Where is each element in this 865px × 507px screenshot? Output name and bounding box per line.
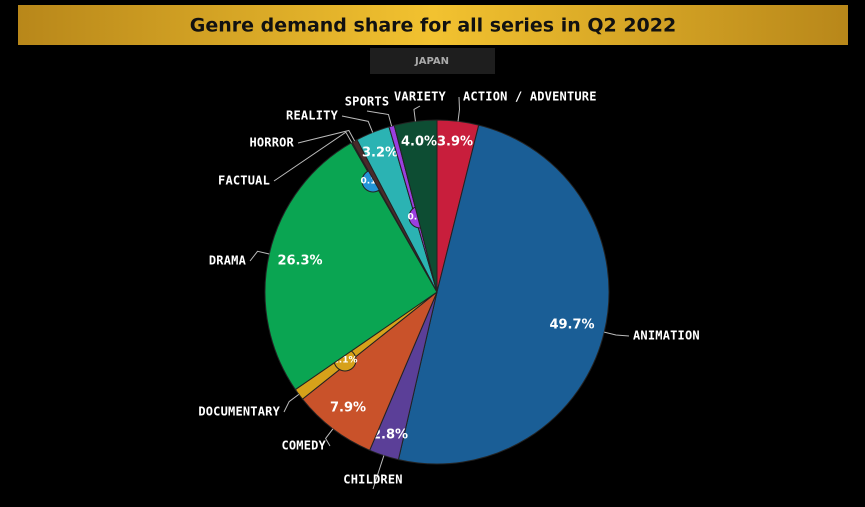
category-label: DRAMA xyxy=(209,254,247,268)
leader-line xyxy=(366,110,393,127)
leader-line xyxy=(372,455,385,490)
category-label: COMEDY xyxy=(281,439,326,453)
value-label: 0.1% xyxy=(361,177,386,187)
value-label: 49.7% xyxy=(549,318,594,333)
category-label: HORROR xyxy=(249,136,294,150)
leader-line xyxy=(297,129,356,144)
subtitle-box xyxy=(370,48,495,74)
pie-slice xyxy=(393,119,438,293)
leader-line xyxy=(325,428,334,447)
value-label: 1.1% xyxy=(333,356,358,366)
value-label: 3.2% xyxy=(362,146,398,161)
pie-slice xyxy=(264,142,438,391)
leader-line xyxy=(273,131,353,182)
category-label: FACTUAL xyxy=(218,174,270,188)
leader-line xyxy=(457,96,460,122)
title-banner xyxy=(18,5,848,45)
leader-line xyxy=(604,331,630,337)
value-label: 7.9% xyxy=(330,401,366,416)
value-label: 4.0% xyxy=(401,135,437,150)
leader-line xyxy=(283,394,300,413)
category-label: DOCUMENTARY xyxy=(198,405,280,419)
category-label: SPORTS xyxy=(345,95,390,109)
category-label: REALITY xyxy=(286,109,339,123)
leader-line xyxy=(249,250,270,262)
category-label: VARIETY xyxy=(394,90,447,104)
chart-title: Genre demand share for all series in Q2 … xyxy=(190,15,676,37)
value-label: 26.3% xyxy=(277,254,322,269)
value-label: 3.9% xyxy=(437,135,473,150)
category-label: ANIMATION xyxy=(633,329,700,343)
value-label: 2.8% xyxy=(372,428,408,443)
leader-line xyxy=(413,105,421,122)
category-label: ACTION / ADVENTURE xyxy=(463,90,597,104)
category-label: CHILDREN xyxy=(343,473,402,487)
leader-line xyxy=(341,115,374,133)
chart-subtitle: JAPAN xyxy=(414,56,449,67)
